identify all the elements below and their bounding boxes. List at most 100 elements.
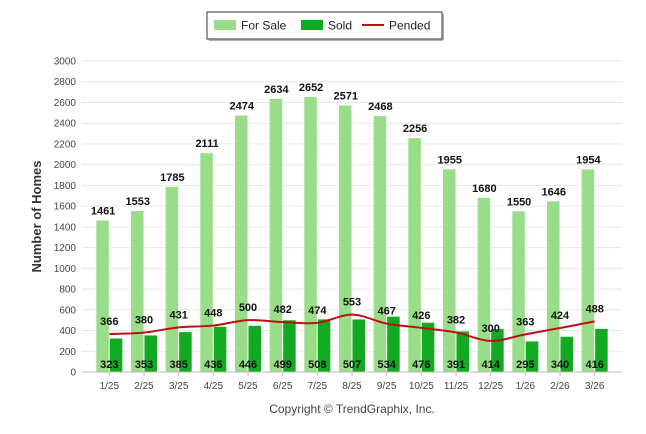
bar-for-sale [477, 197, 491, 372]
label-for-sale: 1646 [542, 186, 566, 198]
label-sold: 295 [516, 359, 534, 371]
bar-for-sale [200, 153, 213, 372]
bar-sold [525, 341, 539, 372]
bar-for-sale [373, 116, 387, 372]
label-pended: 380 [135, 315, 153, 327]
x-tick-label: 1/26 [516, 381, 536, 392]
label-for-sale: 1461 [91, 206, 115, 218]
legend-swatch-sold [301, 20, 323, 30]
y-tick-label: 0 [70, 368, 76, 379]
y-tick-label: 400 [59, 326, 76, 337]
x-tick-label: 9/25 [377, 381, 397, 392]
bar-for-sale [235, 115, 248, 373]
label-for-sale: 1550 [507, 196, 531, 208]
bars [96, 97, 608, 373]
label-pended: 424 [551, 310, 570, 322]
x-tick-label: 8/25 [342, 381, 362, 392]
x-tick-label: 3/26 [585, 381, 605, 392]
label-pended: 488 [585, 303, 603, 315]
y-tick-label: 3000 [54, 57, 77, 68]
label-for-sale: 2652 [299, 82, 323, 94]
bar-for-sale [581, 169, 595, 372]
label-pended: 300 [481, 323, 499, 335]
label-sold: 416 [585, 359, 603, 371]
legend-frame [206, 11, 443, 40]
label-sold: 508 [308, 359, 326, 371]
bar-for-sale [304, 97, 317, 373]
x-tick-label: 12/25 [478, 381, 503, 392]
y-tick-label: 1200 [54, 243, 77, 254]
bar-sold [387, 316, 400, 372]
bar-for-sale [512, 211, 525, 372]
bar-sold [352, 319, 365, 372]
legend-label: Pended [389, 19, 430, 33]
label-sold: 340 [551, 359, 569, 371]
bar-sold [560, 336, 573, 372]
label-pended: 467 [377, 306, 395, 318]
bar-for-sale [131, 211, 144, 372]
x-tick-label: 3/25 [169, 381, 189, 392]
label-pended: 553 [343, 297, 361, 309]
y-tick-label: 1800 [54, 181, 77, 192]
label-for-sale: 1955 [438, 154, 462, 166]
bar-for-sale [443, 169, 456, 372]
y-tick-label: 1600 [54, 202, 77, 213]
x-tick-label: 2/26 [550, 381, 570, 392]
label-for-sale: 1680 [472, 183, 496, 195]
label-sold: 353 [135, 359, 153, 371]
bar-sold [421, 322, 435, 372]
bar-for-sale [408, 138, 421, 372]
label-for-sale: 2571 [334, 90, 358, 102]
label-for-sale: 1785 [160, 172, 184, 184]
y-tick-label: 2000 [54, 160, 77, 171]
bar-sold [144, 335, 157, 372]
label-for-sale: 2634 [264, 84, 289, 96]
label-sold: 323 [100, 359, 118, 371]
label-for-sale: 2468 [368, 101, 392, 113]
y-axis-label: Number of Homes [29, 161, 44, 273]
x-tick-label: 1/25 [100, 381, 120, 392]
legend-swatch-for-sale [214, 20, 236, 30]
label-for-sale: 2256 [403, 123, 427, 135]
bar-for-sale [269, 98, 283, 372]
x-tick-label: 7/25 [308, 381, 328, 392]
label-sold: 476 [412, 359, 430, 371]
label-for-sale: 1553 [126, 196, 150, 208]
legend-label: Sold [328, 19, 352, 33]
bar-for-sale [547, 201, 560, 372]
y-tick-label: 2800 [54, 77, 77, 88]
bar-for-sale [339, 105, 352, 373]
y-tick-label: 2200 [54, 139, 77, 150]
y-tick-label: 1400 [54, 222, 77, 233]
label-for-sale: 1954 [576, 154, 601, 166]
legend: For Sale Sold Pended [206, 11, 444, 41]
legend-label: For Sale [241, 19, 287, 33]
bar-sold [283, 320, 296, 372]
label-pended: 363 [516, 316, 534, 328]
x-tick-label: 6/25 [273, 381, 293, 392]
label-sold: 385 [169, 359, 187, 371]
bar-sold [456, 331, 469, 372]
x-tick-label: 2/25 [134, 381, 154, 392]
label-sold: 414 [481, 359, 500, 371]
label-sold: 391 [447, 359, 465, 371]
bar-sold [595, 328, 608, 372]
label-sold: 507 [343, 359, 361, 371]
gridlines [82, 60, 622, 373]
y-tick-label: 600 [59, 305, 76, 316]
label-pended: 482 [273, 304, 291, 316]
copyright-footer: Copyright © TrendGraphix, Inc. [269, 402, 435, 416]
label-pended: 426 [412, 310, 430, 322]
bar-for-sale [165, 186, 179, 372]
bar-sold [179, 332, 192, 372]
label-sold: 436 [204, 359, 222, 371]
label-sold: 446 [239, 359, 257, 371]
bar-sold [109, 338, 123, 372]
pended-line-group [109, 313, 595, 342]
y-tick-label: 2600 [54, 98, 77, 109]
y-tick-label: 800 [59, 285, 76, 296]
bar-sold [248, 325, 261, 372]
x-tick-label: 4/25 [204, 381, 224, 392]
